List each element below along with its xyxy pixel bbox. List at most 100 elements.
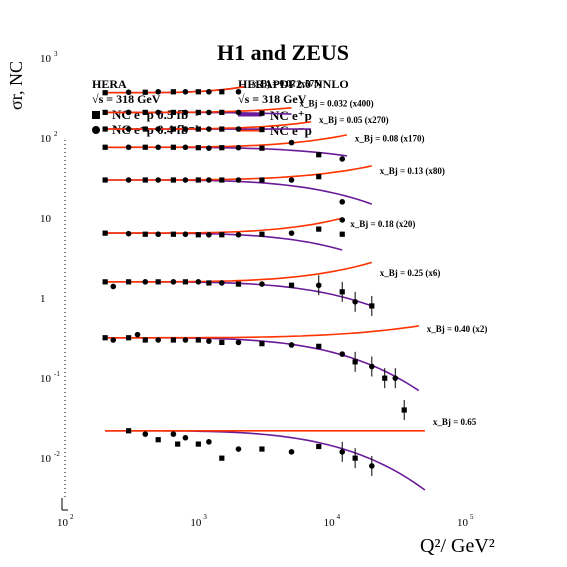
data-point-circle [315, 282, 322, 289]
fit-curve-ep-minus [105, 261, 373, 283]
legend-entry-label: NC e⁻p [270, 123, 312, 138]
data-point-square [195, 126, 201, 132]
data-point-circle [182, 109, 189, 116]
y-tick-exponent: 2 [54, 130, 58, 138]
data-point-square [339, 231, 345, 237]
x-tick-label: 10 5 [457, 513, 474, 529]
data-point-square [170, 89, 176, 95]
data-point-circle [339, 217, 346, 223]
data-point-circle [339, 351, 346, 357]
data-point-circle [206, 145, 212, 151]
data-point-square [102, 90, 108, 96]
data-point-circle [110, 283, 117, 290]
data-point-square [219, 455, 225, 461]
y-tick-label: 10 [40, 213, 52, 225]
data-point-square [102, 279, 108, 285]
data-point-circle [288, 342, 295, 348]
data-point-circle [142, 279, 149, 285]
data-point-circle [155, 177, 161, 183]
bin-label: x_Bj = 0.40 (x2) [427, 324, 488, 334]
legend-entry-ep-minus-fit: NC e⁻p [238, 123, 312, 138]
bin-label: x_Bj = 0.65 [433, 417, 477, 427]
y-axis-label: σr, NC [6, 61, 26, 110]
legend-data-energy: √s = 318 GeV [92, 92, 161, 106]
data-point-circle [155, 126, 161, 132]
data-point-square [339, 289, 345, 295]
data-point-square [195, 441, 201, 447]
y-tick-label: 10 3 [40, 50, 58, 65]
data-point-square [195, 145, 201, 151]
legend-entry-ep-plus-data: NC e⁺p 0.5 fb⁻¹ [92, 107, 199, 122]
circle-marker-icon [92, 126, 100, 134]
x-tick-base: 10 [190, 517, 202, 529]
data-point-circle [182, 177, 189, 183]
data-point-circle [235, 177, 242, 183]
data-point-square [102, 144, 108, 150]
fit-curve-ep-plus [105, 146, 348, 157]
data-point-square [219, 109, 225, 115]
y-tick-base: 10 [40, 213, 52, 225]
data-point-circle [125, 126, 132, 132]
data-point-square [155, 437, 161, 443]
data-point-square [170, 177, 176, 183]
data-point-square [316, 152, 322, 158]
data-point-circle [125, 89, 132, 96]
data-point-square [142, 89, 148, 95]
data-point-square [142, 177, 148, 183]
data-point-circle [288, 230, 295, 236]
y-tick-label: 10 -2 [40, 450, 60, 465]
data-point-square [195, 337, 201, 343]
data-point-square [170, 109, 176, 115]
data-point-circle [125, 144, 132, 151]
data-point-square [195, 89, 201, 95]
data-point-circle [170, 431, 177, 437]
data-point-square [126, 428, 132, 434]
data-point-square [259, 177, 265, 183]
x-tick-exponent: 4 [337, 513, 341, 521]
data-point-square [142, 337, 148, 343]
fit-curve-ep-minus [105, 217, 343, 234]
bin-label: x_Bj = 0.032 (x400) [300, 98, 374, 108]
data-point-circle [134, 331, 141, 338]
y-axis-title: σr, NC [6, 61, 26, 110]
data-point-circle [235, 446, 242, 452]
data-point-circle [206, 88, 212, 95]
x-tick-base: 10 [324, 517, 336, 529]
data-point-square [126, 335, 132, 341]
data-point-square [259, 446, 265, 452]
legend-fit-energy: √s = 318 GeV [238, 92, 307, 106]
data-point-circle [155, 88, 161, 95]
data-point-circle [206, 338, 212, 344]
data-point-square [219, 89, 225, 95]
data-point-square [235, 281, 242, 287]
data-point-square [170, 126, 176, 132]
data-point-square [316, 343, 322, 349]
data-point-square [219, 339, 225, 345]
data-point-circle [288, 177, 295, 183]
data-point-square [142, 109, 148, 115]
x-tick-exponent: 3 [203, 513, 207, 521]
data-point-circle [339, 449, 346, 455]
data-point-circle [182, 126, 189, 132]
data-point-circle [288, 449, 295, 455]
data-point-square [219, 145, 225, 151]
bin-labels: x_Bj = 0.02 (x575) x_Bj = 0.032 (x400) x_B… [252, 79, 487, 427]
data-point-square [102, 177, 108, 183]
data-points [102, 88, 407, 476]
x-tick-exponent: 2 [70, 513, 74, 521]
data-point-circle [125, 109, 132, 116]
data-point-circle [155, 144, 161, 151]
data-point-square [288, 282, 295, 288]
data-point-square [316, 443, 322, 450]
data-point-square [102, 126, 108, 132]
data-point-circle [352, 299, 358, 305]
data-point-circle [195, 279, 202, 285]
data-point-square [259, 231, 265, 237]
data-point-circle [182, 88, 189, 95]
data-point-square [170, 144, 176, 150]
data-point-circle [125, 177, 132, 183]
data-point-circle [369, 463, 375, 469]
y-tick-base: 10 [40, 453, 52, 465]
